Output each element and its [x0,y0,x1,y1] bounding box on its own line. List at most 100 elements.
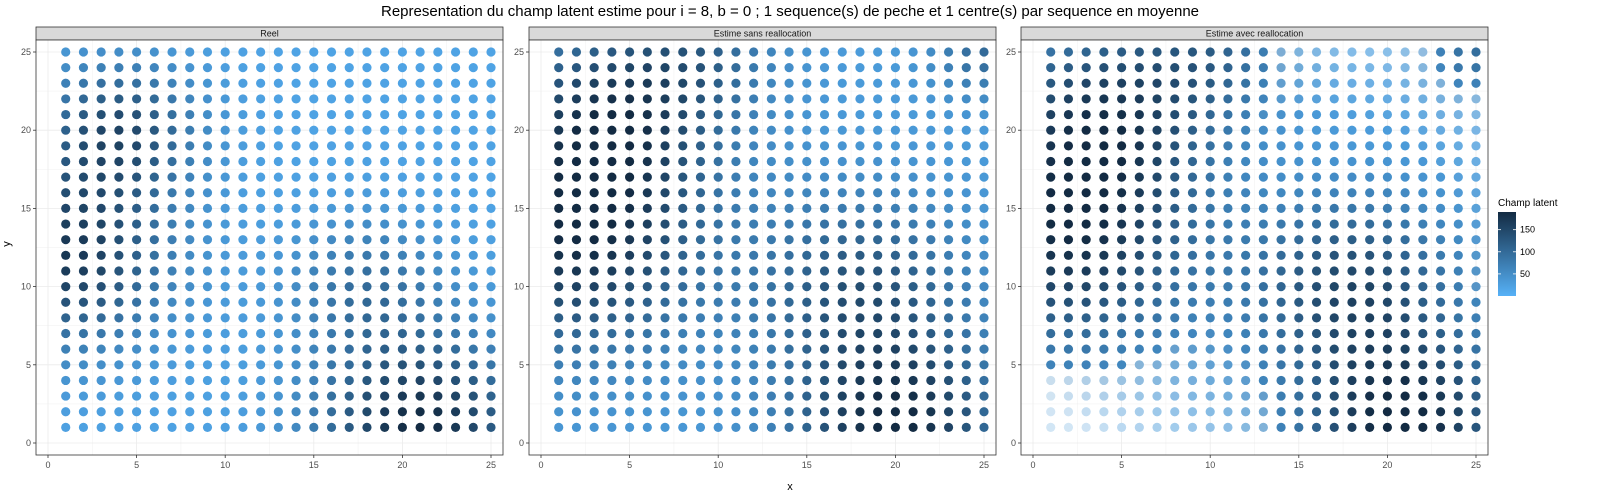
data-point [607,109,617,120]
data-point [1329,250,1339,260]
data-point [926,250,936,260]
data-point [1223,266,1233,276]
data-point [678,172,688,182]
data-point [273,109,283,120]
data-point [238,235,248,245]
data-point [1063,235,1074,245]
data-point [96,156,106,167]
data-point [362,219,372,229]
data-point [238,203,248,213]
data-point [185,156,195,167]
data-point [149,47,159,57]
data-point [468,328,478,339]
data-point [1117,266,1127,276]
data-point [979,235,989,245]
data-point [61,250,71,260]
x-tick-label: 0 [1030,460,1035,470]
data-point [450,63,461,73]
data-point [695,219,706,229]
data-point [837,125,847,135]
data-point [1063,282,1074,292]
data-point [837,407,847,417]
data-point [589,78,599,88]
data-point [61,328,71,339]
data-point [1382,282,1392,292]
data-point [132,407,142,417]
data-point [1276,156,1286,167]
data-point [1205,282,1215,292]
data-point [291,156,301,167]
data-point [114,282,124,292]
data-point [468,360,478,370]
data-point [695,94,706,104]
data-point [802,188,812,198]
data-point [554,282,564,292]
data-point [1471,47,1481,57]
data-point [149,235,159,245]
data-point [695,422,706,432]
data-point [713,203,723,213]
data-point [625,47,635,57]
data-point [433,94,443,104]
data-point [607,94,617,104]
data-point [979,47,989,57]
data-point [96,78,106,88]
data-point [1081,172,1091,182]
data-point [220,203,230,213]
data-point [1400,360,1410,370]
data-point [642,203,652,213]
data-point [642,235,652,245]
data-point [326,141,337,151]
data-point [766,328,776,339]
data-point [766,219,776,229]
data-point [873,391,883,401]
data-point [61,172,71,182]
data-point [678,141,688,151]
data-point [1223,172,1233,182]
data-point [220,235,230,245]
data-point [1400,407,1410,417]
data-point [979,219,989,229]
data-point [908,328,918,339]
data-point [167,266,177,276]
data-point [433,203,443,213]
data-point [1453,188,1463,198]
data-point [731,125,741,135]
data-point [450,47,461,57]
data-point [486,422,496,432]
data-point [589,266,599,276]
data-point [96,125,106,135]
grid [36,40,503,455]
data-point [731,94,741,104]
data-point [1418,235,1428,245]
data-point [61,266,71,276]
data-point [1099,266,1109,276]
data-point [1329,141,1339,151]
data-point [238,282,248,292]
data-point [855,375,865,386]
data-point [819,203,830,213]
data-point [291,188,301,198]
data-point [979,156,989,167]
data-point [819,47,830,57]
data-point [1365,188,1375,198]
data-point [979,391,989,401]
data-point [96,407,106,417]
data-point [78,141,89,151]
data-point [1435,156,1446,167]
data-point [326,188,337,198]
data-point [61,47,71,57]
data-point [961,407,971,417]
data-point [695,266,706,276]
data-point [713,344,723,354]
data-point [326,297,337,307]
data-point [1205,407,1215,417]
data-point [1453,172,1463,182]
data-point [819,344,830,354]
data-point [1382,266,1392,276]
data-point [61,94,71,104]
data-point [96,109,106,120]
data-point [486,313,496,323]
